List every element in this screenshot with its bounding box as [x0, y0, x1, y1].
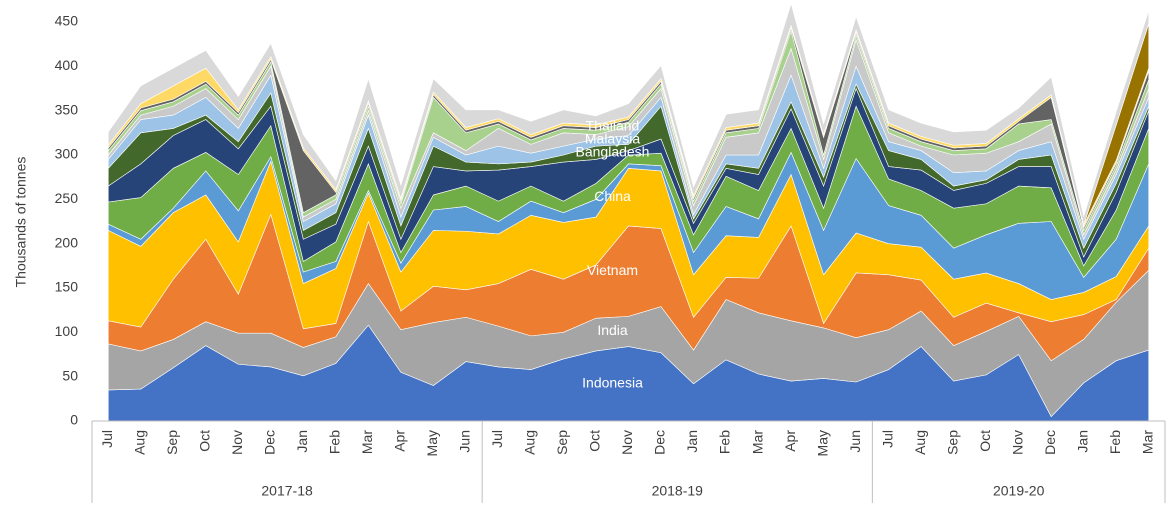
x-tick-label: Aug	[131, 430, 147, 455]
x-tick-label: Feb	[327, 430, 343, 454]
area-label: Malaysia	[585, 130, 640, 146]
x-tick-label: Aug	[912, 430, 928, 455]
x-tick-label: Dec	[652, 430, 668, 455]
y-tick-label: 150	[55, 279, 79, 295]
x-tick-label: Oct	[197, 430, 213, 452]
y-tick-label: 450	[55, 13, 79, 29]
x-tick-label: Nov	[619, 430, 635, 455]
area-label: Vietnam	[587, 262, 638, 278]
x-tick-label: Jul	[99, 430, 115, 448]
x-tick-label: Sep	[164, 430, 180, 455]
x-tick-label: Sep	[944, 430, 960, 455]
area-label: India	[597, 322, 628, 338]
y-tick-label: 400	[55, 57, 79, 73]
x-tick-label: Apr	[392, 430, 408, 452]
x-tick-label: Nov	[1009, 430, 1025, 455]
y-tick-label: 100	[55, 323, 79, 339]
x-tick-label: Mar	[1139, 430, 1155, 454]
group-label: 2018-19	[652, 483, 704, 499]
area-label: Bangladesh	[576, 143, 650, 159]
group-label: 2017-18	[261, 483, 313, 499]
x-tick-label: Aug	[522, 430, 538, 455]
x-tick-label: Mar	[359, 430, 375, 454]
y-tick-label: 200	[55, 234, 79, 250]
x-tick-label: Jan	[294, 430, 310, 453]
x-tick-label: Jun	[847, 430, 863, 453]
x-tick-label: Jul	[879, 430, 895, 448]
x-tick-label: Apr	[782, 430, 798, 452]
area-label: Indonesia	[582, 374, 643, 390]
area	[107, 2, 1150, 227]
y-tick-label: 300	[55, 146, 79, 162]
x-tick-label: Feb	[717, 430, 733, 454]
x-tick-label: Jun	[457, 430, 473, 453]
y-tick-label: 50	[62, 367, 78, 383]
area-label: Thailand	[586, 117, 640, 133]
x-tick-label: Jan	[1074, 430, 1090, 453]
x-tick-label: Feb	[1107, 430, 1123, 454]
x-tick-label: May	[814, 430, 830, 456]
x-tick-label: Mar	[749, 430, 765, 454]
x-tick-label: Oct	[977, 430, 993, 452]
x-tick-label: Oct	[587, 430, 603, 452]
x-tick-label: Sep	[554, 430, 570, 455]
group-label: 2019-20	[993, 483, 1045, 499]
x-tick-label: Dec	[1042, 430, 1058, 455]
x-tick-label: Nov	[229, 430, 245, 455]
x-tick-label: May	[424, 430, 440, 456]
x-tick-label: Dec	[262, 430, 278, 455]
x-tick-label: Jan	[684, 430, 700, 453]
x-tick-label: Jul	[489, 430, 505, 448]
area-label: China	[594, 188, 631, 204]
y-tick-label: 250	[55, 190, 79, 206]
y-tick-label: 0	[70, 412, 78, 428]
y-tick-label: 350	[55, 101, 79, 117]
y-axis-title: Thousands of tonnes	[13, 157, 29, 288]
